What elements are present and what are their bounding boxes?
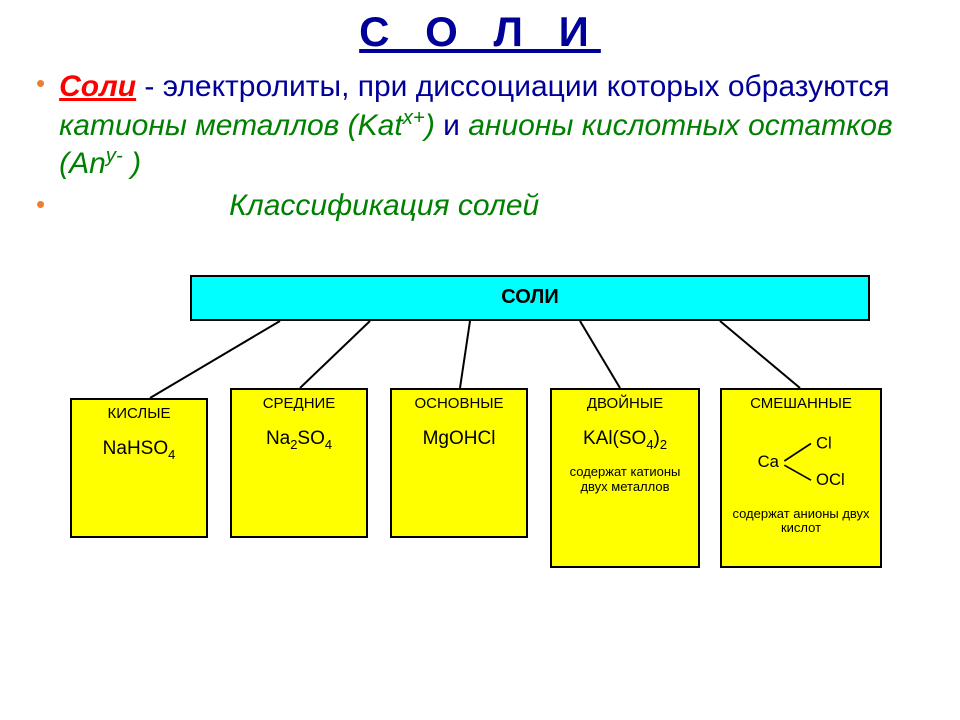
diagram-child: СМЕШАННЫЕ Ca Cl OCl содержат анионы двух кис…	[720, 388, 882, 568]
child-formula: Na2SO4	[236, 428, 362, 452]
definition-text: Соли - электролиты, при диссоциации кото…	[59, 68, 924, 183]
definition-green1-close: )	[425, 109, 435, 142]
bullet-icon: •	[36, 189, 45, 219]
child-title: ДВОЙНЫЕ	[556, 395, 694, 412]
child-title: КИСЛЫЕ	[76, 405, 202, 422]
child-note: содержат катионы двух металлов	[556, 465, 694, 495]
child-note: содержат анионы двух кислот	[726, 507, 876, 537]
svg-text:Cl: Cl	[816, 433, 832, 452]
diagram-child: ДВОЙНЫЕ KAl(SO4)2 содержат катионы двух ме…	[550, 388, 700, 568]
child-title: ОСНОВНЫЕ	[396, 395, 522, 412]
diagram-child: КИСЛЫЕ NaHSO4	[70, 398, 208, 538]
definition-mid: и	[435, 109, 468, 142]
bullet-definition: • Соли - электролиты, при диссоциации ко…	[36, 68, 924, 183]
svg-text:Ca: Ca	[758, 451, 780, 470]
child-formula-mixed: Ca Cl OCl	[726, 428, 876, 499]
page-title: С О Л И	[0, 0, 960, 56]
diagram-child: ОСНОВНЫЕ MgOHCl	[390, 388, 528, 538]
child-title: СМЕШАННЫЕ	[726, 395, 876, 412]
bullet-subheader: • Классификация солей	[36, 189, 924, 223]
diagram-root: СОЛИ	[190, 275, 870, 321]
diagram-child: СРЕДНИЕ Na2SO4	[230, 388, 368, 538]
definition-tail1: - электролиты, при диссоциации которых о…	[136, 70, 890, 103]
child-formula: NaHSO4	[76, 438, 202, 462]
bullet-icon: •	[36, 68, 45, 98]
child-title: СРЕДНИЕ	[236, 395, 362, 412]
definition-green2-close: )	[123, 147, 141, 180]
child-formula: MgOHCl	[396, 428, 522, 450]
definition-lead: Соли	[59, 70, 136, 103]
bullet-list: • Соли - электролиты, при диссоциации ко…	[0, 56, 960, 223]
subheader-text: Классификация солей	[229, 189, 539, 223]
definition-sup1: x+	[403, 107, 425, 129]
definition-green1: катионы металлов (Kat	[59, 109, 403, 142]
child-formula: KAl(SO4)2	[556, 428, 694, 452]
svg-text:OCl: OCl	[816, 470, 845, 489]
definition-sup2: y-	[106, 145, 123, 167]
classification-diagram: СОЛИ КИСЛЫЕ NaHSO4 СРЕДНИЕ Na2SO4 ОСНОВНЫЕ Mg…	[0, 253, 960, 653]
